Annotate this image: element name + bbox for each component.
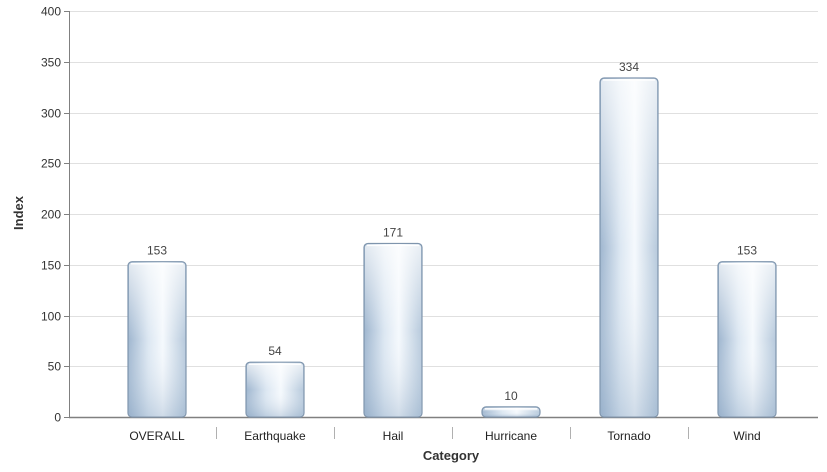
data-label: 10	[504, 389, 518, 403]
data-label: 54	[268, 344, 282, 358]
bar-sheen	[719, 262, 775, 416]
x-tick-label: OVERALL	[129, 429, 185, 443]
bars	[127, 77, 777, 418]
y-tick-label: 0	[54, 411, 61, 425]
bar-sheen	[483, 407, 539, 416]
gridlines	[69, 11, 818, 367]
y-tick-label: 100	[41, 310, 61, 324]
data-label: 153	[147, 244, 167, 258]
data-label: 171	[383, 225, 403, 239]
y-tick-label: 400	[41, 5, 61, 19]
x-axis-title: Category	[423, 448, 480, 463]
labels: 0 50 100 150 200 250 300 350 400 153 OVERALL 54 Eart…	[41, 5, 761, 444]
bar-sheen	[365, 244, 421, 416]
x-tick-label: Hurricane	[485, 429, 537, 443]
x-tick-label: Wind	[733, 429, 760, 443]
x-tick-label: Earthquake	[244, 429, 306, 443]
x-tick-label: Hail	[383, 429, 404, 443]
y-axis-title: Index	[11, 195, 26, 230]
bar-sheen	[247, 363, 303, 416]
y-tick-label: 250	[41, 157, 61, 171]
bar-sheen	[129, 262, 185, 416]
y-tick-label: 150	[41, 259, 61, 273]
data-label: 334	[619, 60, 639, 74]
y-tick-label: 200	[41, 208, 61, 222]
x-tick-label: Tornado	[607, 429, 651, 443]
y-tick-label: 300	[41, 107, 61, 121]
y-tick-label: 350	[41, 56, 61, 70]
data-label: 153	[737, 244, 757, 258]
bar-sheen	[601, 78, 657, 417]
axes	[64, 11, 818, 439]
y-tick-label: 50	[48, 360, 62, 374]
